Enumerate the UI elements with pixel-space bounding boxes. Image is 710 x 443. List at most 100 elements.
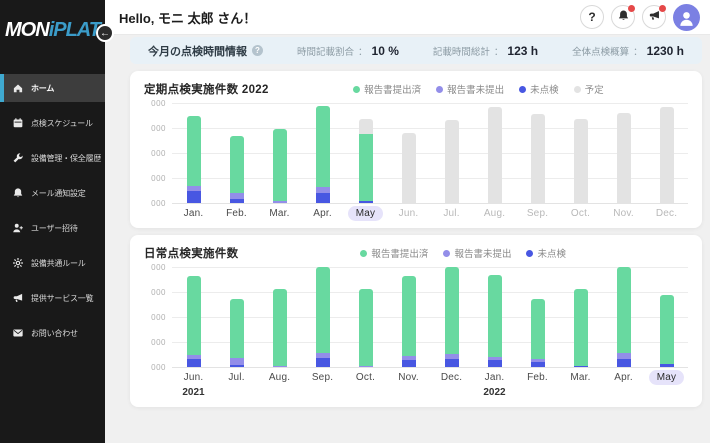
stacked-bar[interactable]	[358, 267, 373, 367]
sidebar-menu: ホーム点検スケジュール 設備管理・保全履歴 メール通知設定ユーザー招待設備共通ルール…	[0, 74, 105, 354]
stacked-bar[interactable]	[401, 103, 416, 203]
bar-segment	[401, 360, 416, 367]
stacked-bar[interactable]	[186, 103, 201, 203]
bar-segment	[616, 353, 631, 359]
sidebar-item-schedule[interactable]: 点検スケジュール	[0, 109, 105, 137]
calendar-icon	[12, 117, 24, 129]
stacked-bar[interactable]	[229, 103, 244, 203]
sidebar-item-home[interactable]: ホーム	[0, 74, 105, 102]
notification-badge	[628, 5, 635, 12]
bar-column-jun	[387, 103, 430, 203]
bar-segment	[659, 107, 674, 203]
announcements-button[interactable]	[642, 5, 666, 29]
bar-column-sep	[301, 267, 344, 367]
x-tick-label: Dec.	[655, 208, 678, 219]
stacked-bar[interactable]	[315, 103, 330, 203]
help-icon: ?	[588, 10, 596, 24]
bar-segment	[229, 299, 244, 358]
sidebar-collapse-button[interactable]: ←	[96, 24, 114, 42]
x-tick-label: Jul.	[228, 372, 245, 383]
stacked-bar[interactable]	[229, 267, 244, 367]
year-label	[516, 387, 559, 398]
sidebar-item-label: ユーザー招待	[31, 223, 78, 233]
notification-bell-icon	[617, 9, 630, 25]
logo-text-mon: MON	[5, 18, 50, 41]
bar-segment	[229, 365, 244, 367]
stacked-bar[interactable]	[616, 103, 631, 203]
bar-column-may	[645, 267, 688, 367]
sidebar-item-mail-notify[interactable]: メール通知設定	[0, 179, 105, 207]
gridline	[172, 267, 688, 268]
gridline	[172, 153, 688, 154]
sidebar-item-rules[interactable]: 設備共通ルール	[0, 249, 105, 277]
bar-segment	[186, 186, 201, 191]
x-tick-label: Oct.	[570, 208, 591, 219]
x-tick-label: May	[344, 206, 387, 221]
stacked-bar[interactable]	[444, 267, 459, 367]
avatar[interactable]	[673, 3, 700, 31]
notifications-button[interactable]	[611, 5, 635, 29]
bar-segment	[444, 354, 459, 359]
monthly-inspection-stats-bar: 今月の点検時間情報 ? 時間記載割合 ： 10 % 記載時間総計 ： 123 h…	[130, 37, 702, 64]
stacked-bar[interactable]	[573, 267, 588, 367]
stacked-bar[interactable]	[616, 267, 631, 367]
stacked-bar[interactable]	[401, 267, 416, 367]
stacked-bar[interactable]	[444, 103, 459, 203]
bar-segment	[315, 187, 330, 193]
megaphone-icon	[648, 9, 661, 25]
wrench-icon	[12, 152, 24, 164]
bar-column-oct	[559, 103, 602, 203]
sidebar-item-contact[interactable]: お問い合わせ	[0, 319, 105, 347]
stacked-bar[interactable]	[272, 267, 287, 367]
gridline	[172, 292, 688, 293]
x-tick-label: May	[645, 370, 688, 385]
stats-title: 今月の点検時間情報 ?	[148, 43, 263, 59]
sidebar-item-label: ホーム	[31, 83, 55, 93]
stacked-bar[interactable]	[272, 103, 287, 203]
x-tick-label: Mar.	[269, 208, 290, 219]
stacked-bar[interactable]	[358, 103, 373, 203]
x-tick-label: Dec.	[440, 372, 463, 383]
user-icon	[680, 12, 693, 26]
help-button[interactable]: ?	[580, 5, 604, 29]
bar-segment	[616, 267, 631, 353]
legend-dot-icon	[573, 85, 581, 93]
stacked-bar[interactable]	[186, 267, 201, 367]
stacked-bar[interactable]	[315, 267, 330, 367]
bar-segment	[444, 267, 459, 354]
periodic-inspection-chart-card: 定期点検実施件数 2022 報告書提出済 報告書未提出 未点検 予定 000 000 00…	[130, 71, 702, 228]
stacked-bar[interactable]	[487, 103, 502, 203]
x-tick-label: Jun.	[398, 208, 419, 219]
bar-segment	[659, 364, 674, 367]
bar-segment	[315, 358, 330, 367]
logo-text-plat: PLAT	[53, 18, 101, 41]
main-area: Hello, モニ 太郎 さん！ ?	[105, 0, 710, 443]
bar-segment	[530, 359, 545, 362]
x-tick-label: Apr.	[614, 372, 633, 383]
stacked-bar[interactable]	[573, 103, 588, 203]
stacked-bar[interactable]	[487, 267, 502, 367]
greeting-text: Hello, モニ 太郎 さん！	[119, 10, 257, 26]
sidebar: MON i PLAT ← ホーム点検スケジュール 設備管理・保全履歴 メール通知設定ユー…	[0, 0, 114, 443]
info-icon[interactable]: ?	[252, 45, 263, 56]
sidebar-item-equipment[interactable]: 設備管理・保全履歴	[0, 144, 105, 172]
x-tick-label: Sep.	[311, 372, 334, 383]
year-label	[301, 387, 344, 398]
bar-segment	[358, 366, 373, 367]
stacked-bar[interactable]	[530, 103, 545, 203]
chart-year-axis: 2021 2022	[172, 387, 688, 398]
stacked-bar[interactable]	[659, 103, 674, 203]
bar-segment	[487, 107, 502, 203]
x-tick-label: Aug.	[483, 208, 506, 219]
sidebar-item-services[interactable]: 提供サービス一覧	[0, 284, 105, 312]
legend-item: 報告書未提出	[443, 246, 511, 260]
bar-column-aug	[258, 267, 301, 367]
stacked-bar[interactable]	[659, 267, 674, 367]
legend-dot-icon	[526, 249, 534, 257]
bar-segment	[573, 119, 588, 203]
sidebar-item-invite[interactable]: ユーザー招待	[0, 214, 105, 242]
app-logo: MON i PLAT	[0, 0, 105, 60]
y-tick-label: 000	[151, 363, 166, 372]
bar-segment	[315, 353, 330, 358]
stacked-bar[interactable]	[530, 267, 545, 367]
